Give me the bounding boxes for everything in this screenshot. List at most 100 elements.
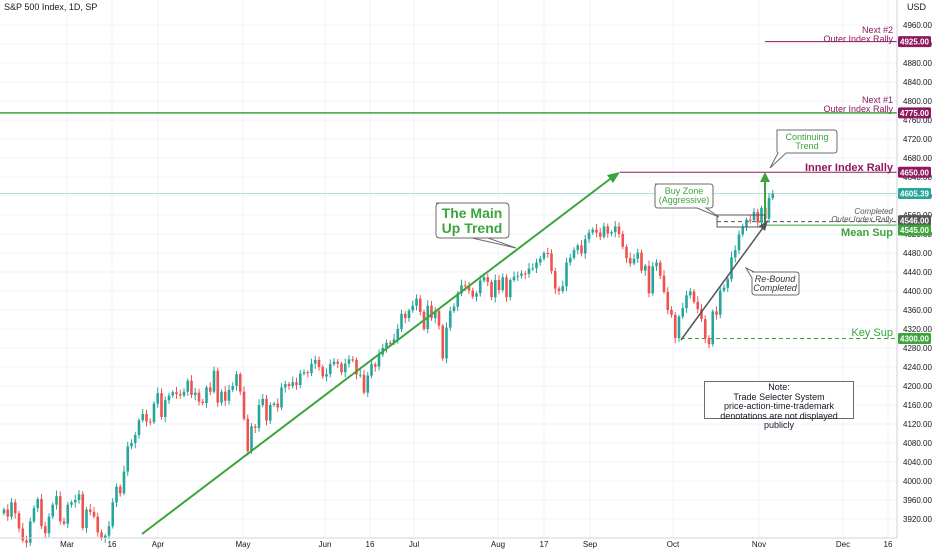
y-tick-label: 4400.00 (903, 287, 932, 296)
y-tick-label: 4440.00 (903, 268, 932, 277)
candle-body (688, 291, 692, 296)
candle-body (460, 285, 463, 294)
candle-body (613, 226, 617, 233)
candle-body (647, 265, 651, 294)
candle-body (47, 516, 51, 534)
candle-body (715, 311, 718, 315)
candle-body (677, 316, 681, 339)
candle-body (407, 310, 411, 319)
candle-body (415, 298, 418, 306)
candle-body (771, 193, 775, 198)
price-label-box (898, 107, 931, 119)
price-label-box (898, 215, 931, 227)
candle-body (231, 386, 235, 390)
candle-body (737, 234, 741, 251)
buy-zone-callout: Buy Zone (Aggressive) (654, 183, 720, 218)
candle-body (610, 232, 613, 234)
candle-body (591, 229, 595, 233)
next2-label-2: Outer Index Rally (823, 34, 893, 44)
candle-body (471, 290, 475, 297)
candle-body (160, 393, 163, 417)
x-tick-label: 16 (108, 540, 117, 549)
candle-body (553, 271, 557, 289)
main-up-trend-arrowhead (607, 172, 620, 183)
candle-body (703, 319, 707, 339)
time-axis-ticks: Mar 16 Apr May Jun 16 Jul Aug 17 Sep Oct Nov Dec 16 (60, 540, 893, 549)
candle-body (167, 395, 171, 401)
candle-body (662, 275, 666, 292)
continuing-label-1: Continuing (785, 132, 828, 142)
note-line-2: Trade Selecter System (733, 391, 825, 402)
candle-body (456, 293, 460, 307)
candle-body (733, 250, 737, 258)
candle-body (430, 305, 433, 319)
candle-body (145, 414, 148, 422)
candle-body (681, 308, 685, 317)
candle-body (21, 528, 25, 541)
price-label-box (898, 333, 931, 344)
candle-body (107, 526, 111, 536)
candle-body (171, 392, 175, 396)
price-axis-ticks: 3920.00 3960.00 4000.00 4040.00 4080.00 4120.… (903, 21, 932, 524)
note-line-3: price-action-time-trademark (723, 401, 835, 411)
candle-body (568, 257, 572, 263)
next1-label-1: Next #1 (862, 95, 893, 105)
candle-body (96, 516, 100, 533)
candle-body (77, 494, 81, 500)
candle-body (355, 359, 358, 375)
candle-body (205, 387, 208, 404)
y-tick-label: 3960.00 (903, 496, 932, 505)
candle-body (362, 374, 366, 393)
candle-body (268, 405, 272, 421)
candle-body (598, 232, 602, 237)
candle-body (100, 532, 103, 538)
candle-body (43, 526, 47, 534)
candle-body (748, 219, 752, 221)
candle-body (673, 314, 677, 339)
candle-body (302, 372, 306, 374)
candle-body (726, 279, 730, 288)
price-label-text: 4546.00 (900, 217, 929, 226)
y-tick-label: 4080.00 (903, 439, 932, 448)
candle-body (516, 275, 520, 277)
inner-rally-label: Inner Index Rally (805, 162, 894, 174)
candle-body (752, 212, 756, 221)
candle-body (730, 257, 733, 280)
candle-body (13, 502, 17, 514)
candle-body (265, 398, 268, 421)
candle-body (546, 253, 550, 254)
candle-body (115, 486, 118, 503)
price-label-box (898, 224, 931, 236)
candle-body (370, 364, 373, 376)
candle-body (126, 446, 130, 472)
candle-body (111, 502, 115, 527)
candle-body (377, 354, 381, 367)
candle-body (692, 291, 696, 302)
candle-body (310, 363, 313, 374)
candle-body (25, 540, 28, 543)
candle-body (122, 471, 126, 494)
candle-body (186, 380, 190, 392)
y-tick-label: 4040.00 (903, 458, 932, 467)
buy-zone-label-2: (Aggressive) (659, 195, 710, 205)
candle-body (321, 367, 325, 377)
candle-body (632, 258, 636, 264)
candle-body (722, 287, 726, 291)
candle-body (257, 405, 261, 428)
candle-body (152, 403, 156, 423)
candle-body (741, 226, 745, 235)
candle-body (85, 509, 88, 529)
candle-body (118, 486, 122, 494)
note-line-4: denotations are not displayed publicly (720, 410, 838, 430)
candle-body (392, 339, 396, 344)
candle-body (606, 226, 610, 234)
candle-body (163, 400, 167, 417)
y-tick-label: 4960.00 (903, 21, 932, 30)
candle-body (55, 496, 58, 505)
candle-body (332, 361, 336, 365)
candle-body (81, 494, 85, 529)
x-tick-label: 16 (366, 540, 375, 549)
x-tick-label: Apr (152, 540, 165, 549)
candle-body (707, 338, 711, 345)
